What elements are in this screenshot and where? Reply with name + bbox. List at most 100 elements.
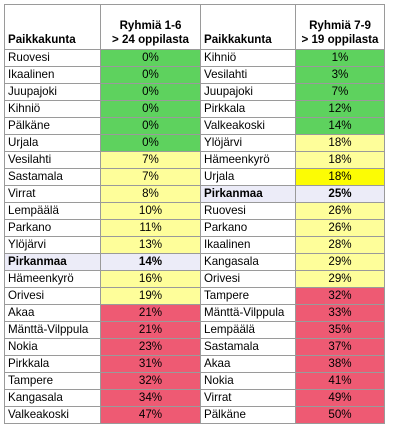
left-percentage-cell: 0%	[100, 66, 201, 84]
left-percentage-cell: 0%	[100, 100, 201, 118]
left-municipality-cell: Hämeenkyrö	[4, 270, 101, 288]
left-municipality-cell: Pälkäne	[4, 117, 101, 135]
table-row: Kangasala 34% Virrat 49%	[4, 389, 385, 407]
right-municipality-cell: Valkeakoski	[200, 117, 296, 135]
table-row: Akaa 21% Mänttä-Vilppula 33%	[4, 304, 385, 322]
table-row: Valkeakoski 47% Pälkäne 50%	[4, 406, 385, 424]
right-municipality-cell: Nokia	[200, 372, 296, 390]
right-municipality-cell: Tampere	[200, 287, 296, 305]
left-municipality-cell: Vesilahti	[4, 151, 101, 169]
right-percentage-cell: 26%	[295, 202, 385, 220]
left-municipality-cell: Pirkanmaa	[4, 253, 101, 271]
left-municipality-cell: Valkeakoski	[4, 406, 101, 424]
left-municipality-cell: Mänttä-Vilppula	[4, 321, 101, 339]
table-row: Virrat 8% Pirkanmaa 25%	[4, 185, 385, 203]
left-group-header: Ryhmiä 1-6 > 24 oppilasta	[100, 4, 201, 50]
left-municipality-cell: Juupajoki	[4, 83, 101, 101]
right-percentage-cell: 37%	[295, 338, 385, 356]
left-percentage-cell: 16%	[100, 270, 201, 288]
right-municipality-cell: Sastamala	[200, 338, 296, 356]
right-percentage-cell: 32%	[295, 287, 385, 305]
left-municipality-cell: Sastamala	[4, 168, 101, 186]
table-row: Parkano 11% Parkano 26%	[4, 219, 385, 237]
table-row: Mänttä-Vilppula 21% Lempäälä 35%	[4, 321, 385, 339]
left-percentage-cell: 13%	[100, 236, 201, 254]
left-percentage-cell: 10%	[100, 202, 201, 220]
left-municipality-cell: Kangasala	[4, 389, 101, 407]
table-row: Urjala 0% Ylöjärvi 18%	[4, 134, 385, 152]
right-municipality-cell: Urjala	[200, 168, 296, 186]
table-row: Nokia 23% Sastamala 37%	[4, 338, 385, 356]
right-percentage-cell: 49%	[295, 389, 385, 407]
right-percentage-cell: 29%	[295, 253, 385, 271]
left-percentage-cell: 21%	[100, 321, 201, 339]
left-percentage-cell: 14%	[100, 253, 201, 271]
right-municipality-cell: Akaa	[200, 355, 296, 373]
table-row: Pirkkala 31% Akaa 38%	[4, 355, 385, 373]
right-percentage-cell: 33%	[295, 304, 385, 322]
table-row: Vesilahti 7% Hämeenkyrö 18%	[4, 151, 385, 169]
left-percentage-cell: 0%	[100, 83, 201, 101]
left-group-header-line2: > 24 oppilasta	[111, 33, 189, 46]
left-percentage-cell: 0%	[100, 49, 201, 67]
right-percentage-cell: 7%	[295, 83, 385, 101]
left-municipality-cell: Lempäälä	[4, 202, 101, 220]
right-municipality-cell: Pirkanmaa	[200, 185, 296, 203]
left-group-header-line1: Ryhmiä 1-6	[119, 19, 182, 32]
right-group-header-line1: Ryhmiä 7-9	[309, 19, 371, 32]
left-municipality-cell: Nokia	[4, 338, 101, 356]
left-percentage-cell: 0%	[100, 117, 201, 135]
right-municipality-cell: Vesilahti	[200, 66, 296, 84]
left-percentage-cell: 47%	[100, 406, 201, 424]
right-municipality-cell: Juupajoki	[200, 83, 296, 101]
table-row: Juupajoki 0% Juupajoki 7%	[4, 83, 385, 101]
right-percentage-cell: 12%	[295, 100, 385, 118]
table-row: Tampere 32% Nokia 41%	[4, 372, 385, 390]
right-percentage-cell: 18%	[295, 151, 385, 169]
right-percentage-cell: 3%	[295, 66, 385, 84]
left-municipality-cell: Ikaalinen	[4, 66, 101, 84]
header-row: Paikkakunta Ryhmiä 1-6 > 24 oppilasta Pa…	[4, 4, 385, 50]
table-row: Pälkäne 0% Valkeakoski 14%	[4, 117, 385, 135]
right-percentage-cell: 29%	[295, 270, 385, 288]
left-municipality-cell: Orivesi	[4, 287, 101, 305]
right-percentage-cell: 1%	[295, 49, 385, 67]
left-percentage-cell: 34%	[100, 389, 201, 407]
right-municipality-cell: Pirkkala	[200, 100, 296, 118]
left-percentage-cell: 8%	[100, 185, 201, 203]
right-municipality-cell: Ylöjärvi	[200, 134, 296, 152]
right-percentage-cell: 25%	[295, 185, 385, 203]
table-row: Lempäälä 10% Ruovesi 26%	[4, 202, 385, 220]
table-row: Kihniö 0% Pirkkala 12%	[4, 100, 385, 118]
left-percentage-cell: 0%	[100, 134, 201, 152]
class-size-table: Paikkakunta Ryhmiä 1-6 > 24 oppilasta Pa…	[4, 4, 385, 424]
left-municipality-cell: Akaa	[4, 304, 101, 322]
left-municipality-cell: Ylöjärvi	[4, 236, 101, 254]
left-percentage-cell: 7%	[100, 168, 201, 186]
right-percentage-cell: 35%	[295, 321, 385, 339]
right-percentage-cell: 18%	[295, 168, 385, 186]
right-municipality-cell: Parkano	[200, 219, 296, 237]
right-municipality-cell: Lempäälä	[200, 321, 296, 339]
left-municipality-cell: Tampere	[4, 372, 101, 390]
right-municipality-cell: Kihniö	[200, 49, 296, 67]
left-percentage-cell: 32%	[100, 372, 201, 390]
right-percentage-cell: 26%	[295, 219, 385, 237]
left-municipality-header: Paikkakunta	[4, 4, 101, 50]
left-municipality-cell: Virrat	[4, 185, 101, 203]
table-row: Hämeenkyrö 16% Orivesi 29%	[4, 270, 385, 288]
left-percentage-cell: 23%	[100, 338, 201, 356]
right-percentage-cell: 50%	[295, 406, 385, 424]
left-municipality-cell: Ruovesi	[4, 49, 101, 67]
left-percentage-cell: 31%	[100, 355, 201, 373]
right-municipality-cell: Ikaalinen	[200, 236, 296, 254]
right-municipality-cell: Pälkäne	[200, 406, 296, 424]
table-row: Sastamala 7% Urjala 18%	[4, 168, 385, 186]
right-percentage-cell: 18%	[295, 134, 385, 152]
table-row: Ylöjärvi 13% Ikaalinen 28%	[4, 236, 385, 254]
right-municipality-header: Paikkakunta	[200, 4, 296, 50]
table-row: Ruovesi 0% Kihniö 1%	[4, 49, 385, 67]
left-percentage-cell: 11%	[100, 219, 201, 237]
right-municipality-cell: Hämeenkyrö	[200, 151, 296, 169]
left-municipality-cell: Urjala	[4, 134, 101, 152]
